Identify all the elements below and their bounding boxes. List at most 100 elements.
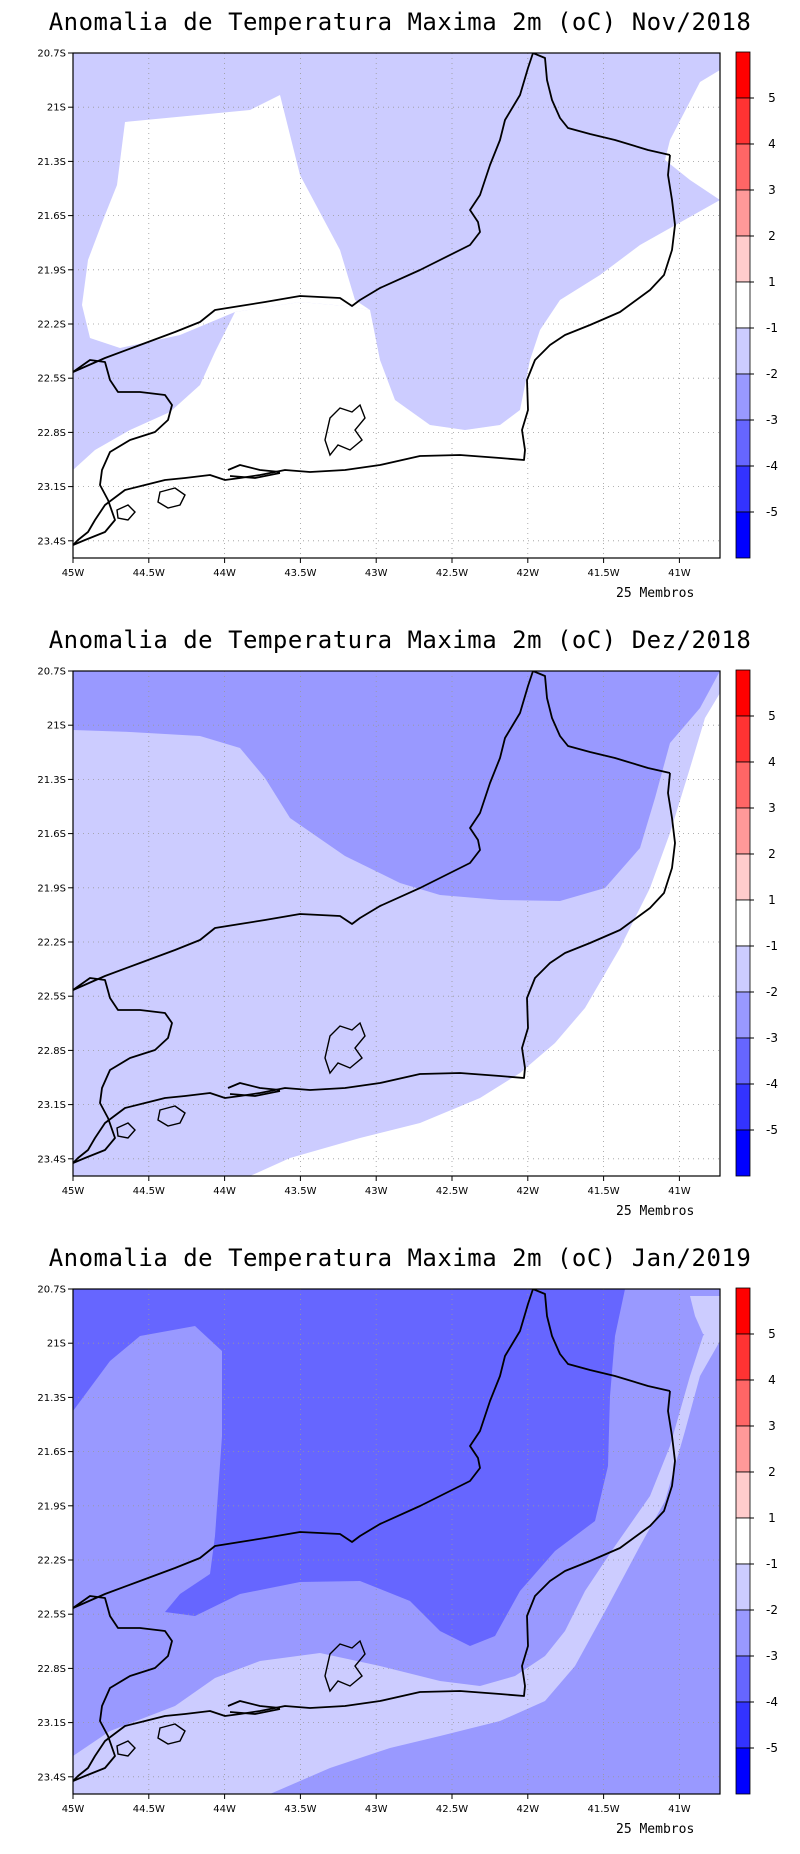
colorbar-label: 3: [768, 1419, 776, 1433]
island-outline: [157, 1105, 186, 1127]
colorbar-segment: [735, 465, 751, 513]
map-panel-jan-2019: Anomalia de Temperatura Maxima 2m (oC) J…: [0, 1236, 800, 1854]
y-tick-label: 22.5S: [37, 992, 66, 1003]
colorbar-segment: [735, 853, 751, 901]
x-tick-label: 41.5W: [588, 1804, 620, 1815]
colorbar-label: -3: [766, 1031, 778, 1045]
y-tick-label: 21S: [47, 721, 66, 732]
colorbar-label: 5: [768, 1327, 776, 1341]
colorbar-label: 1: [768, 275, 776, 289]
anomaly-region-minus1-minus2: [690, 1296, 720, 1336]
geography: [73, 53, 676, 546]
x-tick-label: 43W: [365, 568, 388, 579]
map-frame: [72, 52, 721, 559]
coastline: [73, 1390, 676, 1782]
colorbar-label: -4: [766, 1695, 778, 1709]
x-tick-label: 41W: [668, 1804, 691, 1815]
y-tick-label: 21.3S: [37, 775, 66, 786]
coastline: [227, 1700, 281, 1715]
coastline: [73, 154, 676, 546]
colorbar-segment: [735, 1471, 751, 1519]
colorbar-segment: [735, 1083, 751, 1131]
x-tick-label: 44W: [213, 1804, 236, 1815]
y-tick-label: 22.5S: [37, 374, 66, 385]
x-tick-label: 41.5W: [588, 1186, 620, 1197]
members-note: 25 Membros: [616, 1204, 695, 1219]
anomaly-region-neutral: [73, 200, 720, 558]
y-tick-label: 22.2S: [37, 938, 66, 949]
colorbar-label: 2: [768, 847, 776, 861]
x-tick-label: 43.5W: [284, 1186, 316, 1197]
island-outline: [324, 1639, 366, 1693]
x-tick-label: 43W: [365, 1186, 388, 1197]
x-tick-label: 45W: [62, 568, 85, 579]
state-border: [73, 1289, 671, 1609]
island-outline: [157, 1723, 186, 1745]
y-tick-label: 21.3S: [37, 157, 66, 168]
colorbar-label: -5: [766, 1123, 778, 1137]
x-tick-label: 43W: [365, 1804, 388, 1815]
island-outline: [116, 1740, 136, 1757]
colorbar-segment: [735, 1129, 751, 1177]
map-title: Anomalia de Temperatura Maxima 2m (oC) D…: [48, 626, 752, 654]
y-tick-label: 23.1S: [37, 482, 66, 493]
anomaly-region-neutral: [250, 693, 720, 1176]
x-tick-label: 42.5W: [436, 1186, 468, 1197]
island-outline: [116, 1122, 136, 1139]
x-tick-label: 41W: [668, 1186, 691, 1197]
geography: [73, 671, 676, 1164]
x-tick-label: 42W: [516, 1186, 539, 1197]
y-tick-label: 22.8S: [37, 1664, 66, 1675]
colorbar-label: -1: [766, 939, 778, 953]
x-tick-label: 42.5W: [436, 1804, 468, 1815]
colorbar-label: 5: [768, 91, 776, 105]
x-tick-label: 43.5W: [284, 1804, 316, 1815]
anomaly-region-minus2-minus3: [270, 1341, 720, 1794]
colorbar-label: 4: [768, 1373, 776, 1387]
x-tick-label: 41.5W: [588, 568, 620, 579]
colorbar-segment: [735, 1563, 751, 1611]
members-note: 25 Membros: [616, 1822, 695, 1837]
coastline: [227, 1082, 281, 1097]
colorbar-segment: [735, 327, 751, 375]
colorbar-segment: [735, 1425, 751, 1473]
colorbar-segment: [735, 97, 751, 145]
colorbar-segment: [735, 1037, 751, 1085]
geography: [73, 1289, 676, 1782]
state-border: [73, 1595, 173, 1782]
state-border: [73, 671, 671, 991]
colorbar-segment: [735, 511, 751, 559]
colorbar-label: 3: [768, 183, 776, 197]
x-tick-label: 43.5W: [284, 568, 316, 579]
y-tick-label: 20.7S: [37, 1285, 66, 1296]
y-tick-label: 21.9S: [37, 265, 66, 276]
anomaly-region-neutral: [82, 95, 370, 348]
map-overlay: 45W 44.5W 44W 43.5W 43W 42.5W 42W 41.5W 41W 20.7S…: [37, 667, 778, 1198]
colorbar-segment: [735, 51, 751, 99]
map-title: Anomalia de Temperatura Maxima 2m (oC) J…: [48, 1244, 752, 1272]
map-overlay: 45W 44.5W 44W 43.5W 43W 42.5W 42W 41.5W 41W 20.7S…: [37, 49, 778, 580]
y-tick-label: 23.1S: [37, 1718, 66, 1729]
map-frame: [72, 670, 721, 1177]
x-tick-label: 41W: [668, 568, 691, 579]
state-border: [73, 53, 671, 373]
y-tick-label: 21.9S: [37, 883, 66, 894]
colorbar-label: -5: [766, 1741, 778, 1755]
colorbar-label: 1: [768, 1511, 776, 1525]
map-svg: 45W 44.5W 44W 43.5W 43W 42.5W 42W 41.5W 41W 20.7S…: [37, 49, 778, 580]
members-note: 25 Membros: [616, 586, 695, 601]
map-panel-nov-2018: Anomalia de Temperatura Maxima 2m (oC) N…: [0, 0, 800, 618]
colorbar-segment: [735, 945, 751, 993]
y-tick-label: 21.6S: [37, 211, 66, 222]
anomaly-region-neutral: [665, 70, 720, 200]
colorbar-label: 3: [768, 801, 776, 815]
y-tick-label: 20.7S: [37, 49, 66, 60]
island-outline: [157, 487, 186, 509]
colorbar-label: -2: [766, 367, 778, 381]
colorbar-segment: [735, 373, 751, 421]
colorbar-segment: [735, 1609, 751, 1657]
colorbar-label: -3: [766, 413, 778, 427]
colorbar-label: -5: [766, 505, 778, 519]
y-tick-label: 21.3S: [37, 1393, 66, 1404]
colorbar-segment: [735, 1333, 751, 1381]
